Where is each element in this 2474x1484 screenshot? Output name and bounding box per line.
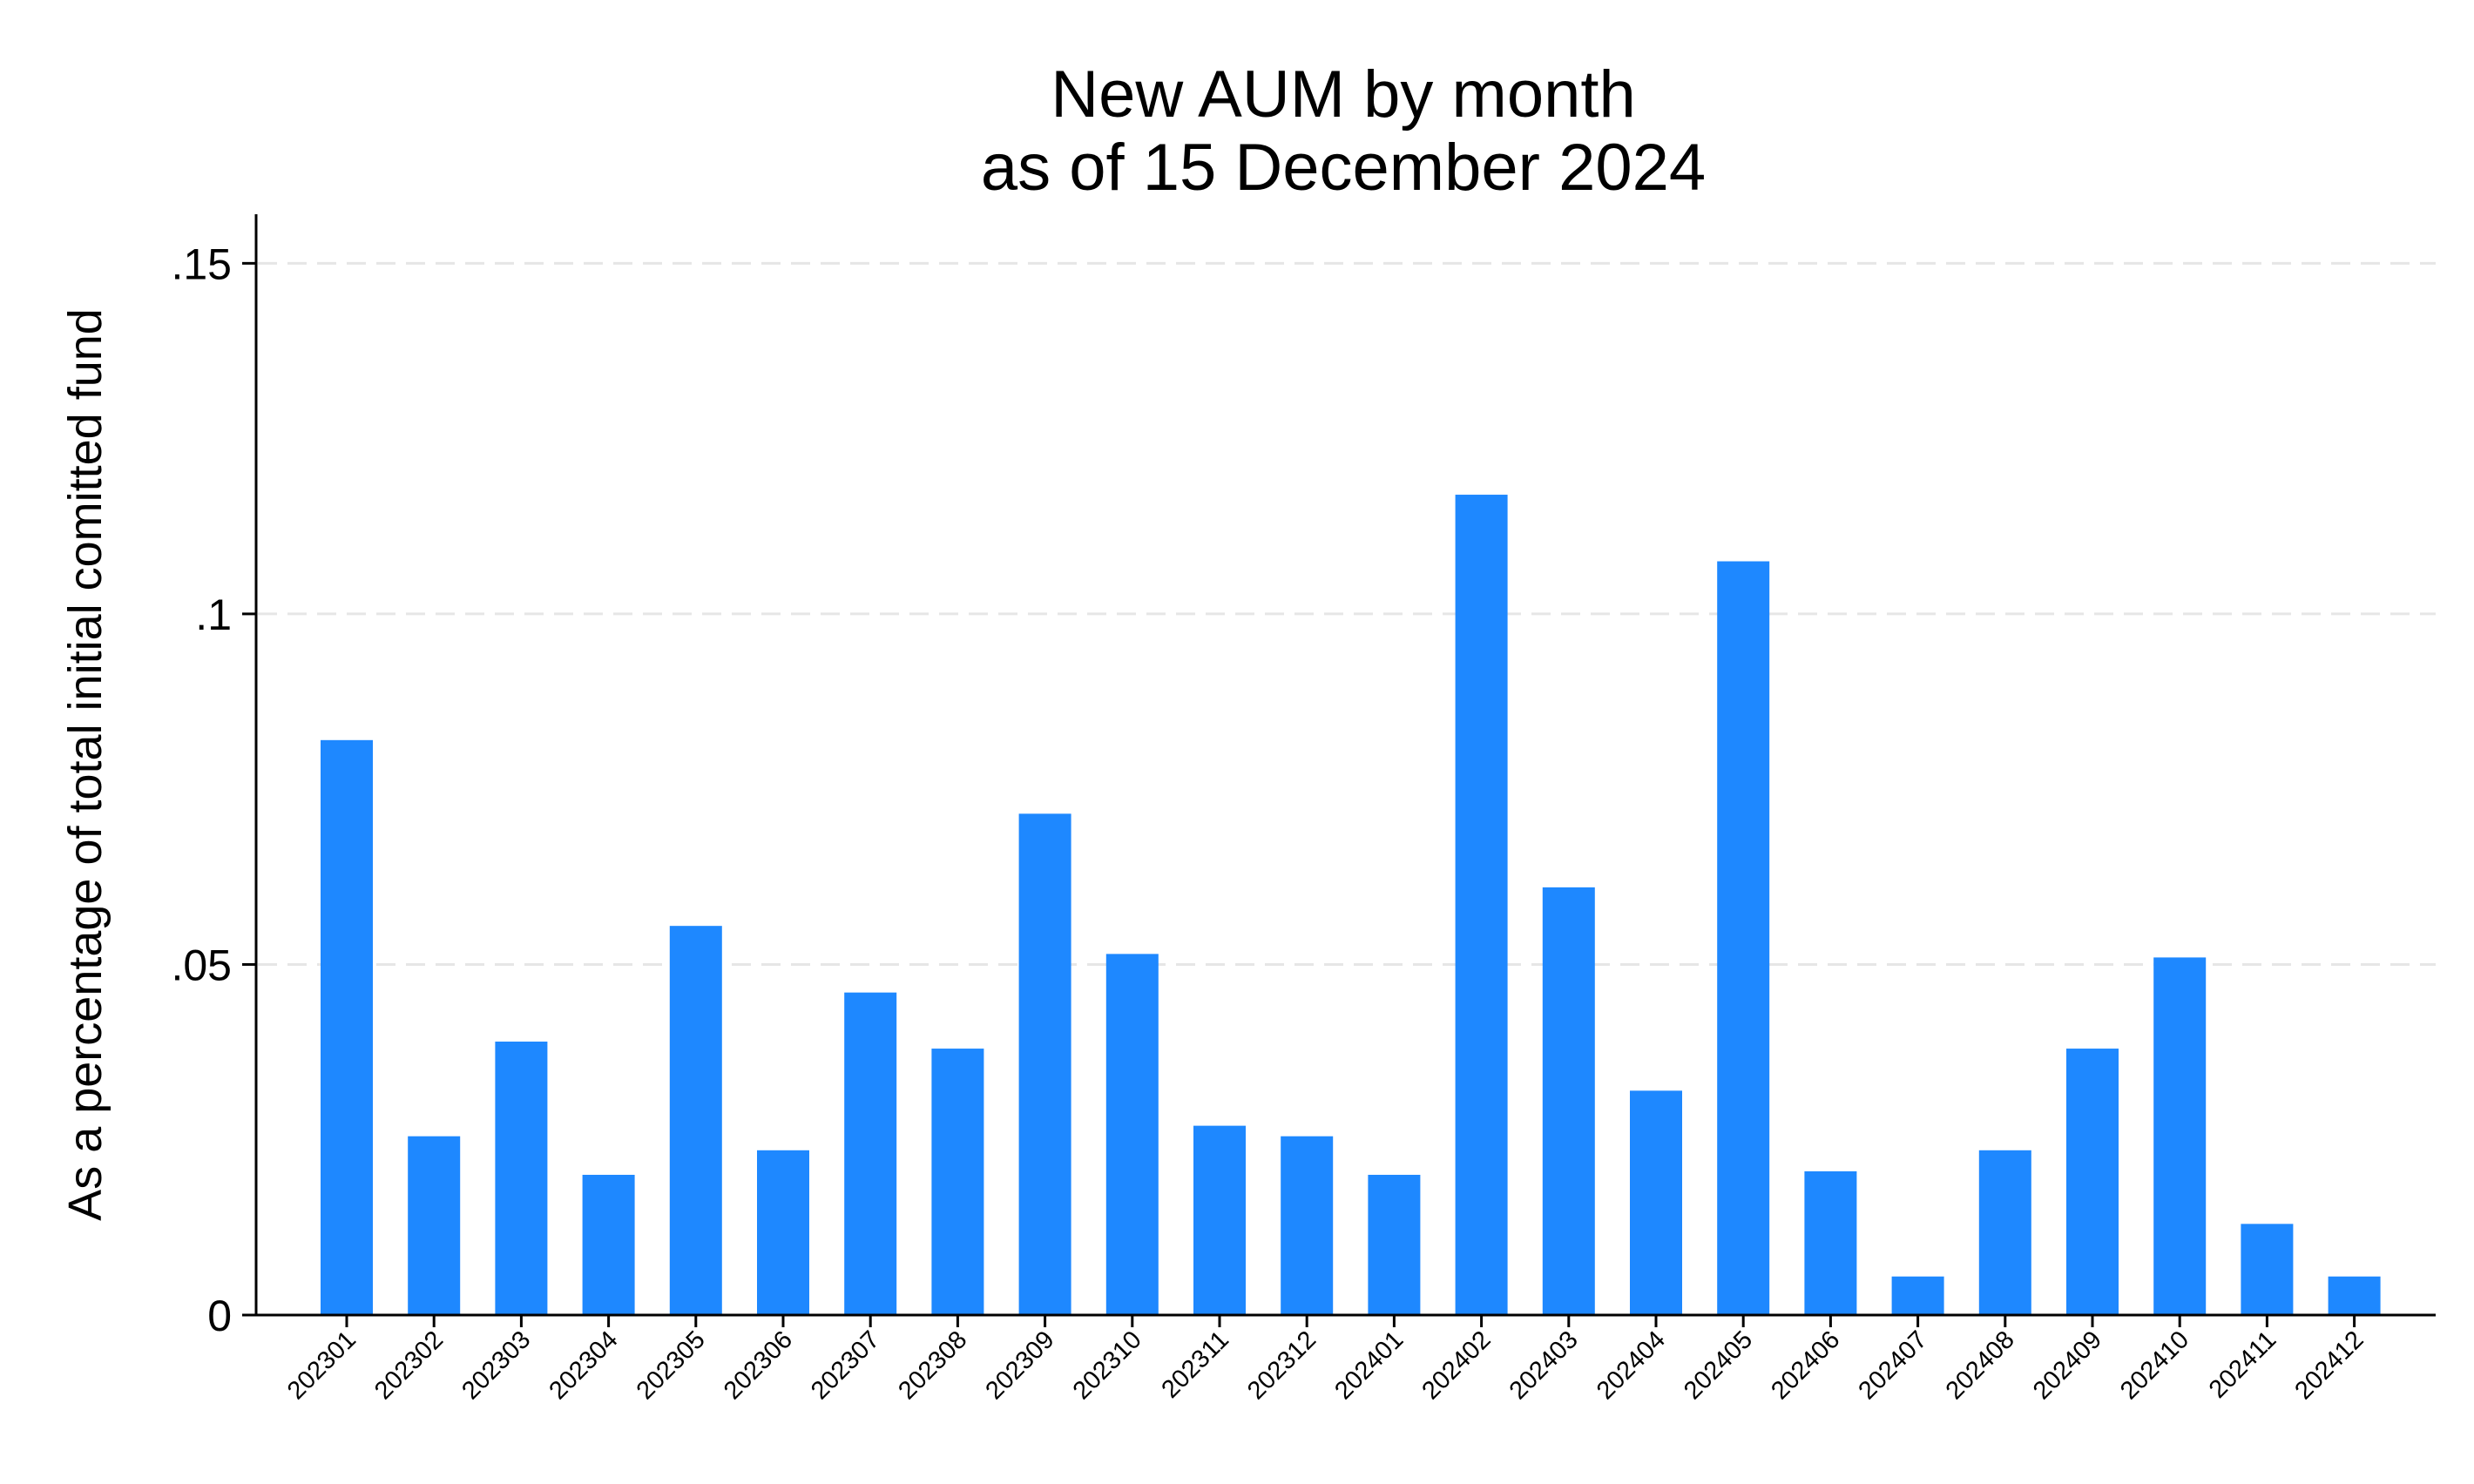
bar-202308 [931, 1049, 984, 1315]
y-tick-label: 0 [207, 1292, 232, 1340]
bar-202407 [1891, 1276, 1944, 1315]
chart-title: New AUM by month [1051, 57, 1636, 132]
bar-202301 [321, 739, 373, 1315]
gridlines [258, 261, 2436, 966]
bar-202411 [2241, 1224, 2294, 1315]
bar-202404 [1630, 1090, 1682, 1315]
y-ticks: 0 .05 .1 .15 [171, 239, 256, 1340]
bar-202401 [1368, 1174, 1421, 1315]
bar-202405 [1717, 561, 1770, 1315]
bar-202311 [1193, 1125, 1246, 1315]
bar-202312 [1281, 1136, 1334, 1315]
chart-subtitle: as of 15 December 2024 [981, 131, 1706, 205]
bar-202306 [757, 1150, 809, 1315]
bar-202310 [1105, 954, 1159, 1315]
bar-202305 [669, 926, 722, 1315]
bar-202410 [2153, 957, 2207, 1315]
bar-202303 [495, 1042, 548, 1315]
bar-202304 [582, 1174, 635, 1315]
bar-202302 [408, 1136, 461, 1315]
bar-202412 [2328, 1276, 2381, 1315]
y-tick-label: .1 [195, 590, 232, 639]
bar-202408 [1978, 1150, 2031, 1315]
bars [321, 495, 2381, 1315]
bar-202307 [844, 992, 897, 1315]
bar-202406 [1804, 1170, 1857, 1315]
y-tick-label: .05 [171, 941, 232, 989]
y-axis-label: As a percentage of total initial comitte… [59, 308, 112, 1221]
axes [254, 214, 2436, 1317]
bar-202402 [1455, 495, 1508, 1315]
bar-202403 [1542, 887, 1595, 1315]
y-tick-label: .15 [171, 239, 232, 288]
bar-202309 [1018, 813, 1071, 1315]
bar-202409 [2066, 1049, 2119, 1315]
